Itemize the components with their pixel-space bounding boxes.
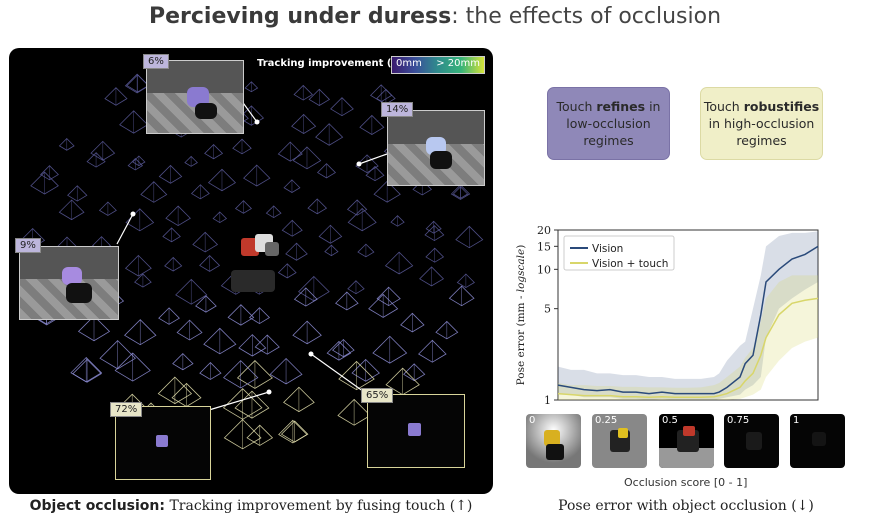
camera-frustum [126,74,149,93]
thumbnail-object-shadow [430,151,452,169]
thumbnail-65pct [367,394,465,468]
colorbar-min: 0mm [396,58,422,69]
thumbnail-6pct [146,60,244,134]
y-tick-label: 15 [537,240,551,253]
y-tick-label: 5 [544,303,551,316]
occlusion-example-1: 1 [790,414,845,468]
callout-refines: Touch refines in low-occlusion regimes [547,87,670,160]
thumbnail-9pct [19,246,119,320]
thumbnail-connectors [116,99,388,411]
thumbnail-72pct-label: 72% [110,402,143,417]
camera-frustum [285,242,308,261]
thumbnail-object [62,267,82,285]
thumbnail-6pct-label: 6% [143,54,169,69]
series-line [557,297,819,398]
thumbnail-object [408,423,421,436]
camera-frustum [58,138,75,151]
thumbnail-object-shadow [195,103,217,119]
occlusion-example-075: 0.75 [724,414,779,468]
thumbnail-72pct [115,406,211,480]
series-band [558,275,818,400]
thumbnail-object [187,87,209,107]
plot-frame [557,229,819,401]
y-tick-label: 10 [537,263,551,276]
occlusion-example-05: 0.5 [659,414,714,468]
center-object-shadow [231,270,275,292]
camera-frustum [277,141,303,162]
camera-frustum [204,144,224,160]
y-tick-label: 1 [544,394,551,407]
right-caption: Pose error with object occlusion (↓) [558,498,814,514]
thumbnail-9pct-label: 9% [15,238,41,253]
thumbnail-object [426,137,446,155]
colorbar: 0mm > 20mm [391,56,485,74]
occlusion-example-0: 0 [526,414,581,468]
series-line [557,245,819,395]
colorbar-max: > 20mm [436,58,480,69]
camera-frustum [315,123,344,146]
thumbnail-object [156,435,168,447]
camera-frustum [456,273,475,289]
legend-label: Vision + touch [592,258,668,270]
camera-frustum [384,251,414,275]
legend-label: Vision [592,243,623,255]
center-object [241,234,281,260]
thumbnail-object-shadow [66,283,92,303]
colorbar-label: Tracking improvement (↑) [257,58,405,69]
legend-box [563,235,675,271]
thumbnail-14pct [387,110,485,186]
callout-robustifies: Touch robustifies in high-occlusion regi… [700,87,823,160]
camera-trajectory-panel: Tracking improvement (↑) 0mm > 20mm 6% 1… [9,48,493,494]
y-tick-label: 20 [537,224,551,237]
occlusion-example-025: 0.25 [592,414,647,468]
y-axis-label: Pose error (mm - logscale) [515,245,527,386]
camera-frustum [277,263,297,279]
figure-title: Percieving under duress: the effects of … [148,4,722,29]
thumbnail-14pct-label: 14% [381,102,414,117]
series-band [558,231,818,400]
thumbnail-65pct-label: 65% [361,388,394,403]
camera-frustum [184,155,198,167]
left-caption: Object occlusion: Tracking improvement b… [29,498,473,514]
camera-frustum [134,273,152,288]
